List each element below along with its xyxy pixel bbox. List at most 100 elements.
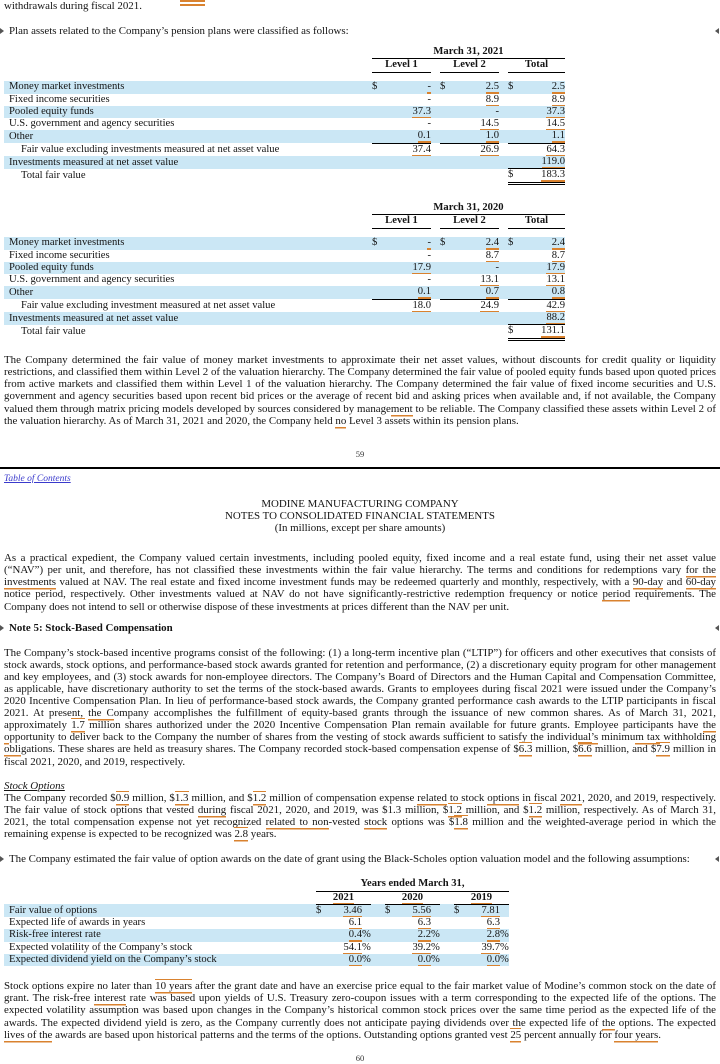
paragraph-marker-left-icon xyxy=(0,856,4,863)
company-name: MODINE MANUFACTURING COMPANY xyxy=(261,497,459,510)
table-value: 0.7 xyxy=(485,286,499,298)
table-row: Investments measured at net asset value 1… xyxy=(4,156,565,169)
table-value: 64.3 xyxy=(546,143,565,155)
table-row: Fixed income securities -8.7 8.7 xyxy=(9,249,565,261)
table-value: 6.3 xyxy=(486,917,500,929)
text-segment: The Company recorded $ xyxy=(4,791,116,804)
table-value: 26.9 xyxy=(480,143,499,155)
text-segment: million in fiscal 2021, 2020, and 2019, … xyxy=(4,743,717,768)
table-value: 0.1 xyxy=(417,130,431,142)
financial-table: March 31, 2021 Level 1 Level 2 Total Money m… xyxy=(4,46,565,187)
table-value: 2.4 xyxy=(551,237,565,249)
text-segment: , 2020, and 2019, respectively. The fair… xyxy=(4,791,716,816)
text-segment: Stock options expire no later than xyxy=(4,980,156,993)
table-value: 119.0 xyxy=(541,156,565,168)
text-segment: stock xyxy=(364,815,388,828)
table-row: Risk-free interest rate 0.4% 2.2% 2.8% xyxy=(4,929,509,942)
text-segment: 10 years xyxy=(155,979,193,993)
column-header: 2019 xyxy=(454,891,509,905)
table-value: 37.4 xyxy=(412,143,431,155)
fair-value-paragraph: The Company determined the fair value of… xyxy=(4,354,716,427)
table-row: Expected life of awards in years 6.1 6.3 6.… xyxy=(9,917,500,929)
options-expire-paragraph: Stock options expire no later than 10 ye… xyxy=(4,979,716,1041)
pension-table-2021: March 31, 2021 Level 1 Level 2 Total Money m… xyxy=(4,46,716,187)
page-number-59: 59 xyxy=(355,448,365,459)
text-segment: 7.9 xyxy=(656,742,670,756)
text-segment: 1.8 xyxy=(454,814,468,828)
table-value: 7.81 xyxy=(481,904,500,916)
table-value: 0.8 xyxy=(551,286,565,298)
text-segment: related xyxy=(417,791,447,804)
table-value: 131.1 xyxy=(541,325,565,337)
table-value: 0.0 xyxy=(348,954,362,965)
text-segment: 2021 xyxy=(560,791,583,804)
text-segment: million of compensation expense xyxy=(266,791,418,804)
column-header-row: Level 1 Level 2 Total xyxy=(4,214,565,229)
nav-expedient-paragraph: As a practical expedient, the Company va… xyxy=(4,552,716,612)
table-value: 1.1 xyxy=(551,130,565,142)
table-row: Investments measured at net asset value 8… xyxy=(4,312,565,325)
paragraph-marker-left-icon xyxy=(0,28,4,35)
table-value: 17.9 xyxy=(546,261,565,273)
text-segment: -vested xyxy=(328,815,365,828)
column-header: Level 1 xyxy=(372,214,431,229)
column-header: Level 2 xyxy=(440,58,499,73)
text-segment: ment xyxy=(390,402,413,415)
table-value: 2.5 xyxy=(485,81,499,93)
table-value: 8.7 xyxy=(485,249,499,261)
text-segment: million, $ xyxy=(532,743,579,756)
text-segment: four years xyxy=(614,1028,659,1041)
table-value: - xyxy=(495,261,499,273)
table-title-row: March 31, 2020 xyxy=(4,202,565,216)
stock-options-subheading: Stock Options xyxy=(4,779,65,792)
table-row: Pooled equity funds 17.9-17.9 xyxy=(4,261,565,275)
text-segment: million, and $ xyxy=(461,803,529,816)
text-segment: 60-day xyxy=(685,576,717,589)
table-value: 5.56 xyxy=(412,904,431,916)
text-segment: m tax xyxy=(635,731,661,744)
table-of-contents-link[interactable]: Table of Contents xyxy=(4,473,71,484)
table-value: 183.3 xyxy=(541,169,565,181)
text-segment: 6.6 xyxy=(578,742,592,756)
table-value: - xyxy=(495,105,499,117)
table-row: Fair value excluding investment measured… xyxy=(21,299,565,311)
text-segment: awards are based upon historical pattern… xyxy=(52,1028,511,1041)
text-segment: gations. These shares are held as treasu… xyxy=(20,743,519,756)
table-title: March 31, 2020 xyxy=(372,202,565,216)
table-value: 6.3 xyxy=(417,917,431,929)
company-header: MODINE MANUFACTURING COMPANY NOTES TO CO… xyxy=(4,498,716,534)
table-row: Pooled equity funds 37.3-37.3 xyxy=(4,105,565,119)
table-value: 2.2 xyxy=(417,929,431,941)
text-segment: The Company determined the fair value of… xyxy=(4,354,716,415)
table-row: Money market investments $ - $2.5 $2.5 xyxy=(4,81,565,94)
table-row: U.S. government and agency securities -13… xyxy=(9,274,565,286)
text-segment: withholding xyxy=(660,731,717,744)
table-value: 0.0 xyxy=(486,954,500,965)
table-title-row: Years ended March 31, xyxy=(4,878,509,892)
table-value: 39.7 xyxy=(481,941,500,953)
text-segment: 2.8 xyxy=(234,827,249,841)
table-value: - xyxy=(427,81,431,93)
table-value: 14.5 xyxy=(480,118,499,130)
text-segment: Plan assets related to the Company’s pen… xyxy=(9,25,349,38)
text-segment: 1.2 xyxy=(448,802,462,816)
paragraph-marker-right-icon xyxy=(715,856,719,863)
text-segment: during xyxy=(197,803,227,816)
column-header: 2021 xyxy=(316,891,371,905)
table-row: Expected volatility of the Company’s sto… xyxy=(9,941,509,953)
top-partial-line: withdrawals during fiscal 2021. xyxy=(4,0,716,12)
text-segment: million shares authorized under the 2020… xyxy=(84,719,703,732)
column-header: 2020 xyxy=(385,891,440,905)
table-row: Total fair value $183.3 xyxy=(21,168,565,183)
text-segment: obli xyxy=(4,743,21,756)
text-segment: interest xyxy=(93,992,126,1005)
text-segment: 6.3 xyxy=(518,742,533,756)
heading-marker-right-icon xyxy=(715,624,719,631)
text-segment: options. The expected xyxy=(615,1016,716,1029)
column-header: Level 1 xyxy=(372,58,431,73)
table-row: Money market investments $ - $2.4 $2.4 xyxy=(4,237,565,250)
text-segment: period xyxy=(602,588,631,601)
text-segment: no xyxy=(335,414,347,427)
column-header: Level 2 xyxy=(440,214,499,229)
table-value: 2.5 xyxy=(551,81,565,93)
